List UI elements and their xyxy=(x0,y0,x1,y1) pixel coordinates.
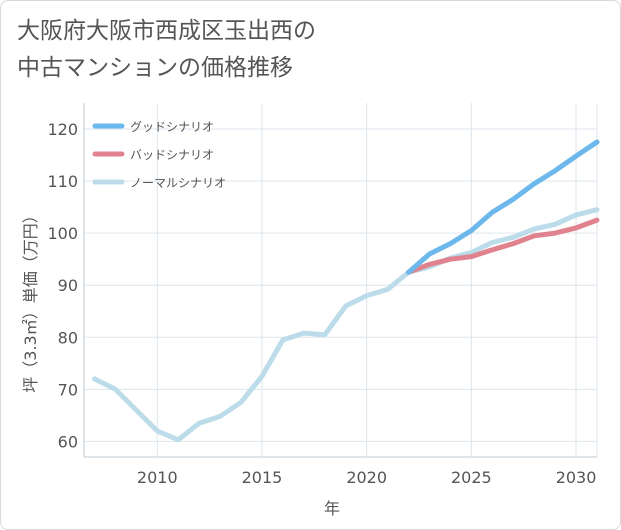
y-tick-label: 110 xyxy=(47,172,78,191)
y-tick-label: 60 xyxy=(58,432,78,451)
legend-label: バッドシナリオ xyxy=(130,148,214,162)
legend-label: ノーマルシナリオ xyxy=(130,176,226,190)
x-tick-label: 2020 xyxy=(346,468,387,487)
y-tick-label: 90 xyxy=(58,276,78,295)
x-axis-title: 年 xyxy=(324,499,340,518)
series-line-1 xyxy=(406,217,600,275)
series-line-2 xyxy=(92,207,600,443)
y-tick-label: 120 xyxy=(47,120,78,139)
y-tick-label: 100 xyxy=(47,224,78,243)
axes: 2010 2015 2020 2025 2030 60 70 80 90 100 110 120 xyxy=(47,103,598,487)
x-tick-label: 2030 xyxy=(556,468,597,487)
legend-label: グッドシナリオ xyxy=(130,120,214,134)
grid-lines xyxy=(84,103,597,457)
x-tick-label: 2025 xyxy=(451,468,492,487)
chart-title: 大阪府大阪市西成区玉出西の 中古マンションの価格推移 xyxy=(17,18,316,81)
series-line-0 xyxy=(406,139,600,275)
series-lines xyxy=(92,139,600,443)
x-tick-label: 2015 xyxy=(242,468,283,487)
y-tick-label: 80 xyxy=(58,328,78,347)
y-axis-title: 坪（3.3㎡）単価（万円） xyxy=(21,207,40,392)
x-tick-label: 2010 xyxy=(137,468,178,487)
y-tick-label: 70 xyxy=(58,380,78,399)
